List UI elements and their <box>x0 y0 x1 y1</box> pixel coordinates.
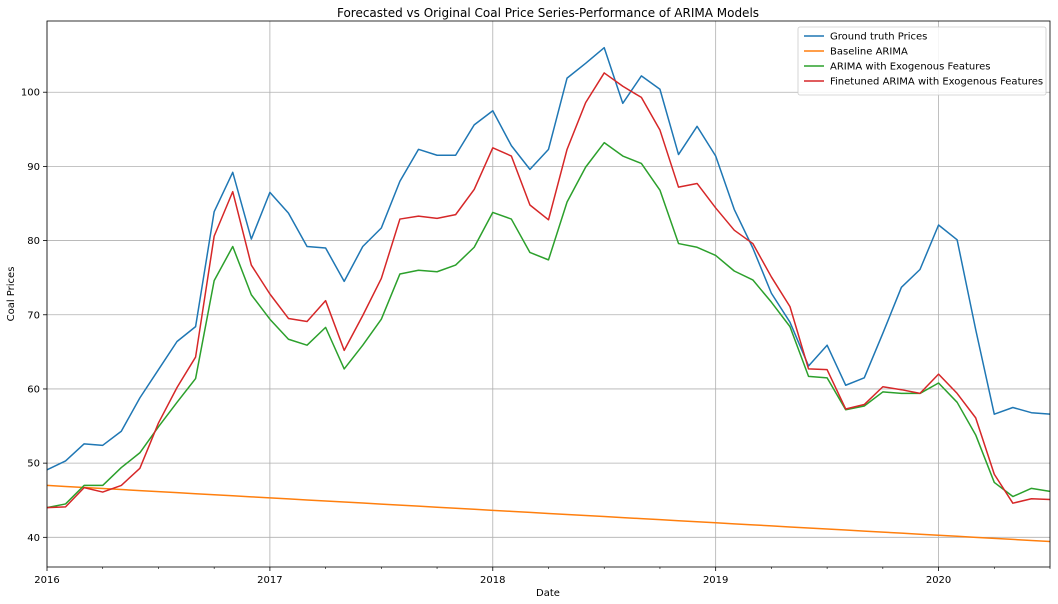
x-axis-ticks: 2016 2017 2018 2019 2020 <box>34 567 1051 586</box>
y-tick-label: 50 <box>27 459 40 470</box>
y-tick-label: 70 <box>27 310 40 321</box>
x-tick-label: 2017 <box>257 575 282 586</box>
series-line-3 <box>46 72 1051 509</box>
legend-label: Finetuned ARIMA with Exogenous Features <box>830 77 1043 88</box>
legend: Ground truth Prices Baseline ARIMA ARIMA w… <box>797 26 1047 96</box>
y-tick-label: 90 <box>27 162 40 173</box>
plot-frame <box>46 20 1051 568</box>
x-tick-label: 2016 <box>34 575 59 586</box>
grid-lines <box>46 21 1050 567</box>
legend-label: ARIMA with Exogenous Features <box>830 62 991 73</box>
y-tick-label: 40 <box>27 533 40 544</box>
legend-label: Ground truth Prices <box>830 32 927 43</box>
legend-box <box>797 26 1047 96</box>
x-tick-label: 2019 <box>703 575 728 586</box>
y-axis-label: Coal Prices <box>6 267 17 322</box>
y-tick-label: 100 <box>21 88 40 99</box>
y-tick-label: 80 <box>27 236 40 247</box>
x-tick-label: 2020 <box>926 575 951 586</box>
chart-title: Forecasted vs Original Coal Price Series… <box>337 6 759 20</box>
series-line-0 <box>46 46 1051 471</box>
x-axis-label: Date <box>536 588 560 599</box>
series-lines <box>46 46 1051 543</box>
y-axis-ticks: 40 50 60 70 80 90 100 <box>21 88 47 544</box>
y-tick-label: 60 <box>27 384 40 395</box>
x-tick-label: 2018 <box>480 575 505 586</box>
legend-label: Baseline ARIMA <box>830 47 908 58</box>
series-line-2 <box>46 141 1051 509</box>
series-line-1 <box>46 484 1051 543</box>
